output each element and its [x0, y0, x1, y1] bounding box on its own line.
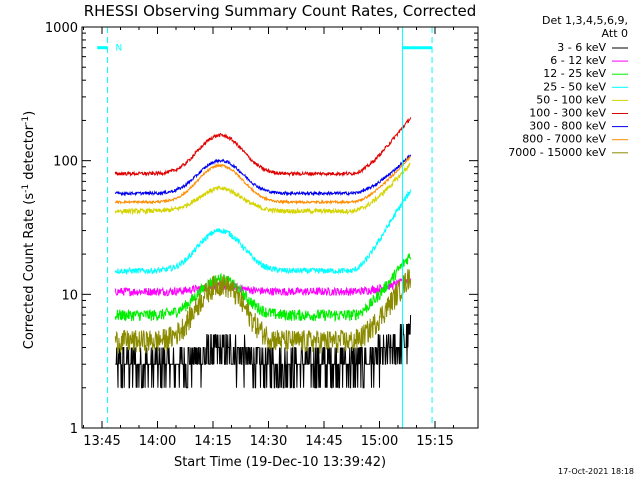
legend-label-5: 100 - 300 keV	[529, 107, 606, 120]
series-line-0	[115, 314, 412, 389]
legend-header-line-2: Att 0	[602, 27, 628, 40]
series-line-8	[114, 269, 412, 354]
x-tick-label-6: 15:15	[416, 434, 453, 449]
series-line-1	[114, 277, 412, 297]
legend-label-6: 300 - 800 keV	[529, 120, 606, 133]
legend-header-line-1: Det 1,3,4,5,6,9,	[542, 14, 628, 27]
footer-timestamp: 17-Oct-2021 18:18	[558, 467, 634, 476]
series-line-7	[114, 155, 411, 206]
legend-label-3: 25 - 50 keV	[543, 80, 606, 93]
y-axis-label: Corrected Count Rate (s-1 detector-1)	[21, 111, 37, 349]
series-line-3	[114, 189, 412, 276]
legend-label-4: 50 - 100 keV	[536, 93, 606, 106]
x-tick-label-2: 14:15	[194, 434, 231, 449]
y-tick-label-2: 100	[53, 155, 78, 170]
x-tick-label-5: 15:00	[361, 434, 398, 449]
plot-area: N	[97, 27, 433, 428]
legend-label-1: 6 - 12 keV	[550, 54, 606, 67]
series-line-6	[114, 154, 412, 197]
x-axis: 13:45 14:00 14:15 14:30 14:45 15:00 15:15	[83, 27, 454, 449]
x-axis-label: Start Time (19-Dec-10 13:39:42)	[174, 455, 386, 470]
series-line-5	[114, 117, 412, 178]
y-axis: 1 10 100 1000	[45, 21, 478, 437]
x-tick-label-4: 14:45	[305, 434, 342, 449]
series-line-2	[114, 253, 412, 323]
y-tick-label-0: 1	[70, 422, 78, 437]
series-line-4	[114, 162, 411, 216]
x-tick-label-0: 13:45	[83, 434, 120, 449]
chart-title: RHESSI Observing Summary Count Rates, Co…	[84, 2, 477, 20]
legend-label-2: 12 - 25 keV	[543, 67, 606, 80]
x-tick-label-3: 14:30	[250, 434, 287, 449]
legend-label-7: 800 - 7000 keV	[522, 133, 606, 146]
legend-label-8: 7000 - 15000 keV	[508, 146, 606, 159]
y-tick-label-3: 1000	[45, 21, 78, 36]
legend-label-0: 3 - 6 keV	[557, 41, 606, 54]
y-tick-label-1: 10	[61, 288, 78, 303]
attenuator-bar-label-0: N	[116, 44, 123, 54]
x-tick-label-1: 14:00	[139, 434, 176, 449]
plot-frame	[81, 26, 479, 429]
